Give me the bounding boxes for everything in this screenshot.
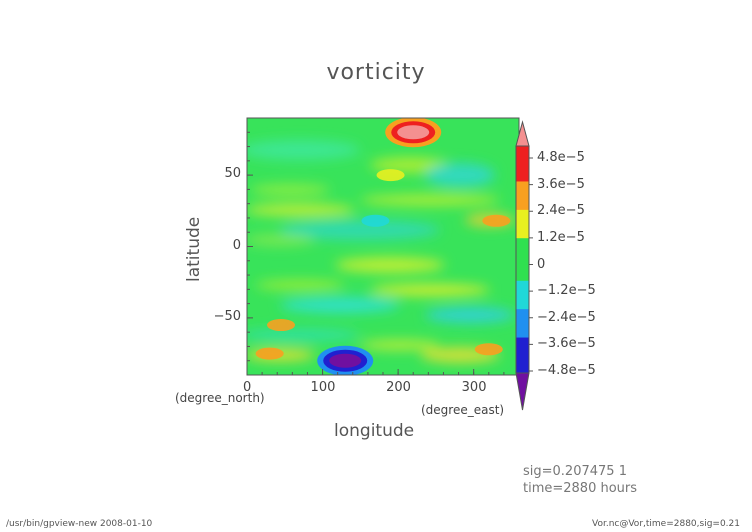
colorbar-band: [516, 160, 529, 168]
colorbar-label: −1.2e−5: [537, 283, 596, 299]
y-unit-label: (degree_north): [175, 391, 265, 405]
colorbar-band: [516, 302, 529, 310]
y-tick-label: −50: [213, 308, 241, 324]
colorbar-band: [516, 273, 529, 282]
colorbar-label: 1.2e−5: [537, 229, 585, 245]
colorbar-band: [516, 224, 529, 232]
vorticity-feature: [317, 345, 374, 375]
colorbar-label: 0: [537, 256, 546, 272]
time-annotation: time=2880 hours: [523, 481, 638, 496]
footer-right: Vor.nc@Vor,time=2880,sig=0.21: [592, 519, 740, 529]
colorbar-band: [516, 330, 529, 339]
colorbar-band: [516, 358, 529, 367]
colorbar-band: [516, 146, 529, 154]
vorticity-feature: [482, 214, 511, 227]
colorbar-band: [516, 188, 529, 197]
x-tick-label: 100: [310, 380, 336, 395]
vorticity-feature: [376, 169, 405, 182]
colorbar-label: −4.8e−5: [537, 363, 596, 378]
colorbar-band: [516, 181, 529, 190]
chart-title: vorticity: [326, 60, 426, 85]
colorbar-band: [516, 351, 529, 360]
axis-ticks: [246, 131, 520, 375]
colorbar-band: [516, 323, 529, 331]
colorbar-band: [516, 365, 529, 374]
colorbar-band: [516, 231, 529, 239]
heatmap-field: [247, 118, 519, 375]
colorbar-band: [516, 252, 529, 260]
vorticity-feature: [267, 319, 295, 332]
colorbar-band: [516, 216, 529, 225]
colorbar-label: 3.6e−5: [537, 176, 585, 192]
sig-annotation: sig=0.207475 1: [523, 464, 627, 479]
heatmap-texture: [247, 140, 515, 363]
colorbar-band: [516, 167, 529, 175]
colorbar-band: [516, 153, 529, 161]
colorbar-frame: [515, 145, 530, 374]
heatmap-features: [255, 118, 511, 375]
y-tick-label: 0: [232, 237, 241, 253]
colorbar-band: [516, 266, 529, 275]
x-tick-label: 200: [386, 380, 411, 395]
colorbar-band: [516, 174, 529, 182]
colorbar-band: [516, 316, 529, 324]
x-tick-label: 0: [243, 380, 252, 395]
colorbar-band: [516, 309, 529, 317]
x-tick-label: 300: [461, 380, 487, 395]
vorticity-feature: [361, 214, 390, 227]
colorbar-band: [516, 294, 529, 303]
x-unit-label: (degree_east): [421, 403, 505, 417]
colorbar-band: [516, 280, 529, 289]
colorbar-label: 4.8e−5: [537, 150, 585, 165]
colorbar-band: [516, 238, 529, 246]
colorbar-band: [516, 287, 529, 296]
colorbar-label: 2.4e−5: [537, 203, 585, 219]
y-tick-label: 50: [224, 166, 241, 182]
vorticity-feature: [385, 118, 442, 148]
colorbar-band: [516, 259, 529, 268]
y-axis-label: latitude: [184, 216, 204, 282]
colorbar-band: [516, 344, 529, 353]
x-axis-label: longitude: [334, 421, 415, 441]
colorbar-label: −2.4e−5: [537, 309, 596, 325]
colorbar-band: [516, 337, 529, 346]
colorbar-min-arrow: [515, 372, 530, 411]
colorbar-band: [516, 209, 529, 218]
colorbar-band: [516, 245, 529, 253]
colorbar-band: [516, 202, 529, 211]
colorbar-label: −3.6e−5: [537, 336, 596, 352]
vorticity-feature: [255, 347, 284, 360]
colorbar: [515, 120, 533, 411]
vorticity-feature: [474, 343, 503, 356]
footer-left: /usr/bin/gpview-new 2008-01-10: [6, 519, 153, 529]
colorbar-band: [516, 195, 529, 204]
